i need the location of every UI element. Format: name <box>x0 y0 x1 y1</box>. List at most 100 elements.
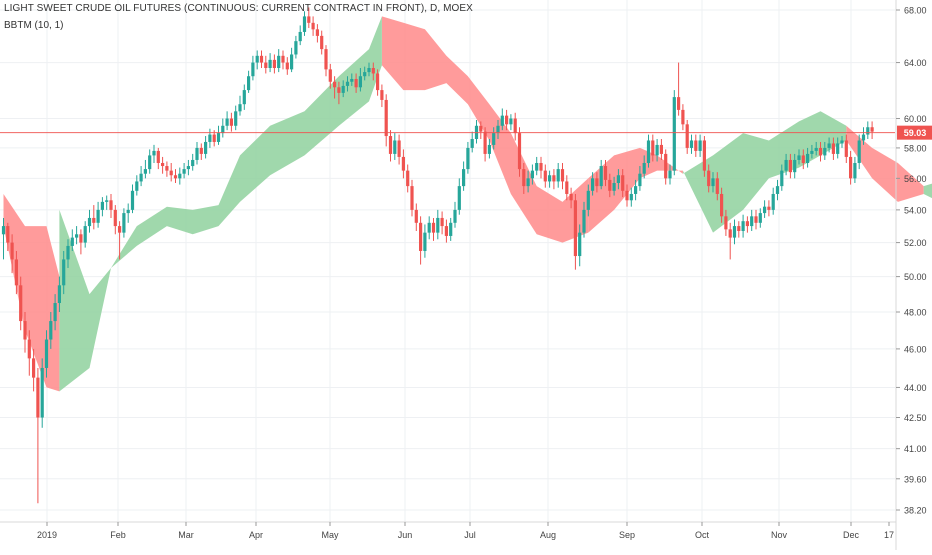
candle-up <box>148 155 152 170</box>
candle-up <box>393 140 397 154</box>
candle-up <box>616 175 620 183</box>
candle-up <box>672 97 676 171</box>
candle-up <box>40 367 44 418</box>
candle-down <box>333 81 337 88</box>
candle-down <box>720 193 724 217</box>
candle-down <box>707 170 711 187</box>
chart-title: LIGHT SWEET CRUDE OIL FUTURES (CONTINUOU… <box>4 3 473 14</box>
candle-up <box>298 31 302 42</box>
plot-area <box>0 0 895 522</box>
candle-down <box>401 156 405 171</box>
candle-up <box>83 226 87 243</box>
candle-down <box>406 170 410 187</box>
candle-down <box>27 339 31 359</box>
indicator-label: BBTM (10, 1) <box>4 20 64 31</box>
x-axis-tick-label: Aug <box>540 530 556 540</box>
candle-up <box>771 193 775 210</box>
candle-down <box>479 125 483 132</box>
candle-up <box>470 138 474 148</box>
candle-up <box>861 134 866 141</box>
candle-down <box>431 222 436 233</box>
candle-down <box>522 169 526 187</box>
candle-down <box>767 206 771 210</box>
candle-up <box>535 162 539 171</box>
candle-down <box>229 118 233 126</box>
candle-down <box>788 159 792 173</box>
candle-up <box>247 76 251 91</box>
x-axis-tick-label: Dec <box>843 530 860 540</box>
candle-up <box>548 175 552 182</box>
candle-up <box>62 259 66 286</box>
candle-down <box>715 178 719 194</box>
candle-down <box>371 68 375 74</box>
candle-down <box>23 321 27 340</box>
candle-down <box>664 153 668 179</box>
x-axis-tick-label: Jun <box>398 530 413 540</box>
candle-down <box>737 226 741 232</box>
band-bullish <box>923 183 932 199</box>
candle-up <box>234 111 238 126</box>
candle-down <box>677 97 681 110</box>
candle-up <box>823 147 827 156</box>
candle-down <box>659 144 663 154</box>
band-bullish <box>59 16 382 392</box>
candle-up <box>423 232 427 251</box>
candle-up <box>698 140 702 151</box>
candle-down <box>380 90 384 100</box>
candle-down <box>354 78 358 88</box>
candle-up <box>277 55 281 69</box>
candle-up <box>44 339 49 368</box>
candle-down <box>573 200 577 257</box>
candle-down <box>109 200 113 210</box>
candle-up <box>496 125 500 134</box>
candle-down <box>307 16 311 23</box>
candle-up <box>655 144 659 156</box>
candle-down <box>621 175 625 191</box>
candle-up <box>509 118 513 125</box>
candle-down <box>543 170 547 182</box>
x-axis-tick-label: Mar <box>178 530 194 540</box>
candle-up <box>427 222 431 233</box>
candle-up <box>135 181 139 191</box>
candle-down <box>315 29 319 36</box>
candle-down <box>754 216 758 223</box>
candle-up <box>126 209 130 214</box>
candle-up <box>582 209 586 233</box>
candle-up <box>100 201 104 210</box>
candle-down <box>397 140 401 157</box>
candle-up <box>195 147 199 160</box>
candle-up <box>732 226 737 238</box>
y-axis-tick-label: 64.00 <box>904 58 927 68</box>
candle-up <box>225 118 229 126</box>
y-axis-tick-label: 48.00 <box>904 307 927 317</box>
candle-down <box>410 186 414 210</box>
candle-up <box>578 232 582 257</box>
y-axis-tick-label: 42.50 <box>904 413 927 423</box>
candle-up <box>836 143 840 154</box>
x-axis-tick-label: Feb <box>110 530 126 540</box>
band-bullish <box>682 111 847 233</box>
candle-down <box>169 170 173 176</box>
candle-down <box>849 156 853 179</box>
candle-down <box>324 49 328 70</box>
candle-up <box>255 55 259 63</box>
candle-down <box>165 166 169 171</box>
candle-up <box>290 54 294 70</box>
candle-down <box>651 140 655 156</box>
candle-down <box>818 147 823 156</box>
candle-up <box>57 285 61 304</box>
candle-up <box>268 59 272 69</box>
candle-down <box>565 181 569 194</box>
candle-up <box>449 222 453 236</box>
candle-down <box>728 229 732 238</box>
y-axis-tick-label: 58.00 <box>904 143 927 153</box>
y-axis-tick-label: 46.00 <box>904 344 927 354</box>
x-axis-tick-label: Oct <box>695 530 710 540</box>
x-axis-tick-label: Nov <box>771 530 788 540</box>
candle-up <box>216 133 221 142</box>
candle-down <box>113 209 117 227</box>
candle-down <box>625 190 629 201</box>
candle-up <box>130 190 135 210</box>
candle-up <box>358 76 362 88</box>
candle-up <box>341 85 345 93</box>
